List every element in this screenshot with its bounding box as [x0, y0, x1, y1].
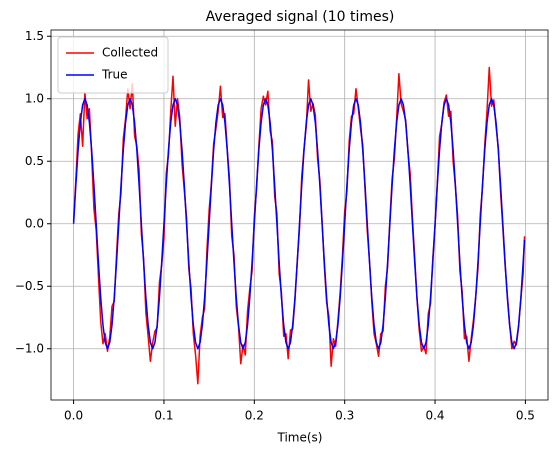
x-tick-label: 0.1 — [154, 409, 173, 423]
data-line — [72, 98, 526, 350]
y-tick-label: −0.5 — [15, 279, 44, 293]
chart-title: Averaged signal (10 times) — [206, 9, 395, 25]
x-tick-label: 0.0 — [64, 409, 83, 423]
legend-label: Collected — [102, 46, 158, 60]
legend-box — [57, 36, 169, 94]
legend-label: True — [101, 68, 128, 82]
x-tick-label: 0.5 — [516, 409, 535, 423]
y-tick-label: 0.5 — [25, 154, 44, 168]
y-tick-label: −1.0 — [15, 341, 44, 355]
y-tick-label: 1.5 — [25, 29, 44, 43]
plot-frame — [50, 29, 549, 401]
x-tick-label: 0.4 — [425, 409, 444, 423]
x-tick-label: 0.2 — [245, 409, 264, 423]
y-tick-label: 1.0 — [25, 91, 44, 105]
x-axis-label: Time(s) — [277, 431, 323, 445]
x-tick-label: 0.3 — [335, 409, 354, 423]
y-tick-label: 0.0 — [25, 216, 44, 230]
